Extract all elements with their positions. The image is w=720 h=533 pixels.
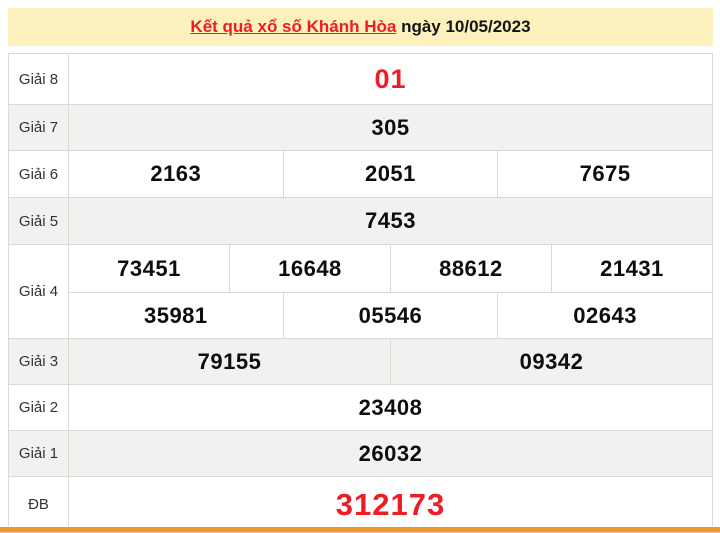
table-row-prize-4b: 35981 05546 02643 (9, 292, 713, 339)
table-row-prize-1: Giải 1 26032 (8, 430, 713, 477)
table-row-prize-3: Giải 3 79155 09342 (8, 338, 714, 385)
table-row-prize-special: ĐB 312173 (8, 476, 713, 533)
prize-number: 2051 (282, 150, 499, 198)
lottery-results-board: Kết quả xổ số Khánh Hòa ngày 10/05/2023 … (8, 8, 714, 533)
results-title-date: ngày 10/05/2023 (396, 17, 531, 36)
prize-label: Giải 1 (8, 430, 69, 477)
prize-number: 73451 (68, 244, 230, 293)
prize-number: 05546 (282, 292, 499, 339)
prize-number: 21431 (550, 244, 714, 293)
results-title-link[interactable]: Kết quả xổ số Khánh Hòa (190, 17, 397, 36)
prize-number: 79155 (68, 338, 391, 385)
prize-number: 88612 (389, 244, 552, 293)
prize-label: Giải 7 (8, 104, 69, 151)
prize-number: 305 (68, 104, 713, 151)
prize-label: Giải 4 (8, 244, 69, 339)
table-row-prize-6: Giải 6 2163 2051 7675 (8, 150, 713, 198)
prize-label: ĐB (8, 476, 69, 533)
table-row-prize-5: Giải 5 7453 (8, 197, 713, 245)
prize-number: 7453 (68, 197, 713, 245)
prize-number: 16648 (228, 244, 391, 293)
table-row-prize-7: Giải 7 305 (8, 104, 713, 151)
section-divider-bar (0, 526, 720, 533)
prize-number: 01 (68, 53, 713, 105)
prize-number: 7675 (497, 150, 713, 198)
results-table: Giải 8 01 Giải 7 305 Giải 6 2163 2051 76… (8, 53, 714, 533)
prize-number: 09342 (389, 338, 714, 385)
prize-number: 02643 (497, 292, 713, 339)
prize-label: Giải 6 (8, 150, 69, 198)
prize-number: 35981 (68, 292, 284, 339)
prize-label: Giải 8 (8, 53, 69, 105)
prize-label: Giải 3 (8, 338, 69, 385)
table-row-prize-4: Giải 4 73451 16648 88612 21431 (8, 244, 714, 339)
prize-label: Giải 2 (8, 384, 69, 431)
prize-label: Giải 5 (8, 197, 69, 245)
prize-number: 2163 (68, 150, 284, 198)
table-row-prize-2: Giải 2 23408 (8, 384, 713, 431)
prize-number: 23408 (68, 384, 713, 431)
table-row-prize-8: Giải 8 01 (8, 53, 713, 105)
prize-number: 26032 (68, 430, 713, 477)
prize-number-special: 312173 (68, 476, 713, 533)
results-title-bar: Kết quả xổ số Khánh Hòa ngày 10/05/2023 (8, 8, 713, 46)
